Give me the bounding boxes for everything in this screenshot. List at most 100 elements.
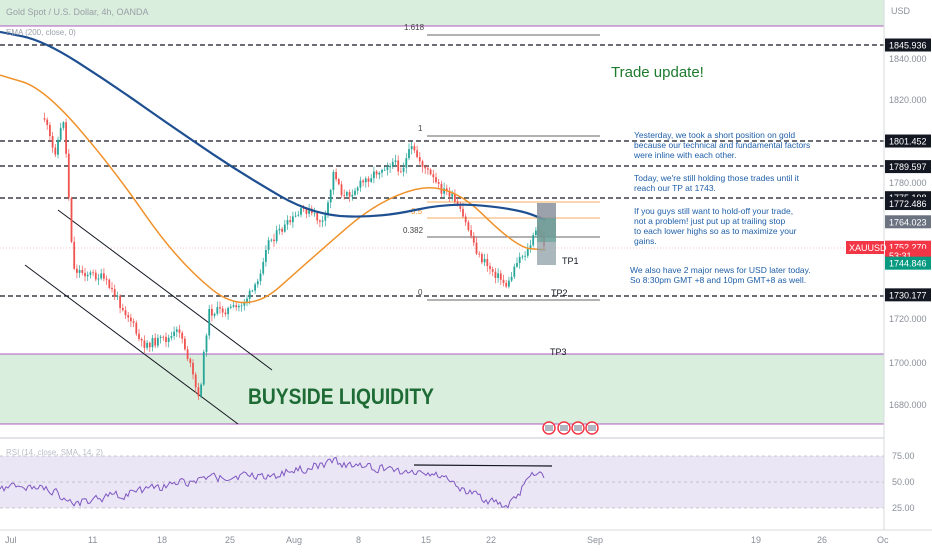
candle-body — [286, 220, 289, 225]
price-label-box — [885, 215, 931, 229]
candle-body — [278, 228, 281, 231]
candle-body — [197, 387, 200, 397]
candle-body — [238, 306, 240, 308]
candle-body — [78, 270, 81, 273]
candle-body — [451, 193, 454, 197]
candle-body — [413, 146, 416, 151]
candle-body — [173, 331, 175, 337]
candle-body — [467, 222, 470, 231]
time-axis[interactable]: Jul 11 18 25 Aug 8 15 22 Sep 19 26 Oc — [5, 535, 889, 545]
candle-body — [76, 268, 78, 273]
candle-body — [486, 259, 489, 267]
candle-body — [383, 169, 386, 171]
candle-body — [394, 160, 397, 162]
us-flag-icon[interactable] — [557, 421, 571, 435]
us-flag-icon[interactable] — [571, 421, 585, 435]
short-position-tool[interactable] — [537, 203, 556, 265]
time-tick: Oc — [877, 535, 889, 545]
candle-body — [464, 216, 467, 223]
candle-body — [518, 256, 521, 264]
rsi-trendline[interactable] — [413, 464, 553, 467]
candle-body — [308, 208, 310, 214]
price-label-box — [885, 197, 931, 211]
symbol-tag[interactable]: XAUUSD — [846, 241, 887, 254]
candle-body — [305, 208, 308, 214]
candle-body — [400, 171, 402, 173]
candle-body — [246, 298, 248, 302]
candle-body — [181, 332, 184, 339]
candle-body — [256, 281, 259, 285]
candle-body — [84, 272, 86, 277]
candle-body — [243, 301, 246, 306]
economic-events[interactable] — [542, 421, 599, 435]
rsi-tick: 25.00 — [892, 503, 915, 513]
candle-body — [62, 122, 65, 128]
candle-body — [138, 333, 140, 339]
fib-label-1618: 1.618 — [404, 23, 425, 32]
descending-channel[interactable] — [24, 209, 273, 425]
us-flag-icon[interactable] — [585, 421, 599, 435]
candle-body — [364, 178, 367, 183]
fibonacci-tool[interactable]: 1.618 1 0.5 0.382 0 — [403, 23, 600, 301]
candle-body — [140, 338, 143, 341]
candle-body — [192, 362, 194, 375]
candle-body — [170, 336, 173, 338]
note-line: If you guys still want to hold-off your … — [634, 206, 793, 216]
price-label: 53:31 — [889, 251, 912, 261]
candle-body — [97, 278, 100, 280]
symbol-title[interactable]: Gold Spot / U.S. Dollar, 4h, OANDA — [6, 7, 149, 17]
candle-body — [478, 253, 481, 255]
price-tick: 1680.000 — [889, 400, 927, 410]
candle-body — [497, 273, 499, 278]
us-flag-icon[interactable] — [542, 421, 556, 435]
candle-body — [535, 230, 537, 236]
candle-body — [208, 308, 211, 336]
trade-update-heading: Trade update! — [611, 64, 704, 81]
ema-indicator-label[interactable]: EMA (200, close, 0) — [6, 28, 76, 37]
candle-body — [429, 169, 432, 175]
candle-body — [319, 220, 321, 222]
time-tick: 26 — [817, 535, 827, 545]
candle-body — [127, 315, 130, 318]
price-tick: 1780.000 — [889, 178, 927, 188]
candle-body — [270, 239, 273, 241]
candle-body — [124, 310, 127, 316]
candle-body — [424, 166, 427, 169]
candle-body — [373, 171, 375, 179]
rsi-tick: 50.00 — [892, 477, 915, 487]
candle-body — [462, 208, 464, 217]
candle-body — [59, 127, 62, 140]
time-tick: 19 — [751, 535, 761, 545]
candle-body — [343, 195, 346, 196]
candle-body — [154, 337, 157, 346]
candle-body — [229, 306, 232, 308]
candle-body — [73, 241, 76, 269]
price-tick: 1840.000 — [889, 54, 927, 64]
candle-body — [200, 384, 202, 397]
candle-body — [402, 167, 405, 172]
price-label-box — [885, 38, 931, 52]
candle-body — [337, 179, 340, 185]
candle-body — [418, 157, 421, 162]
candle-body — [526, 248, 529, 256]
candle-body — [143, 340, 146, 348]
candle-body — [316, 212, 319, 221]
candle-body — [211, 308, 213, 316]
candle-body — [416, 150, 418, 158]
price-label: 1730.177 — [889, 290, 927, 300]
candle-body — [235, 305, 238, 308]
fib-label-0: 0 — [418, 288, 423, 297]
buyside-liquidity-label: BUYSIDE LIQUIDITY — [248, 384, 434, 409]
candle-body — [178, 329, 181, 333]
rsi-indicator-label[interactable]: RSI (14, close, SMA, 14, 2) — [6, 448, 103, 457]
candle-body — [321, 220, 324, 222]
rsi-tick: 75.00 — [892, 451, 915, 461]
candle-body — [132, 321, 135, 323]
candle-body — [221, 308, 224, 313]
rsi-axis[interactable]: 75.00 50.00 25.00 — [892, 451, 915, 513]
candle-body — [524, 255, 526, 257]
candle-body — [408, 149, 410, 159]
candle-body — [251, 290, 254, 292]
price-label: 1772.486 — [889, 199, 927, 209]
